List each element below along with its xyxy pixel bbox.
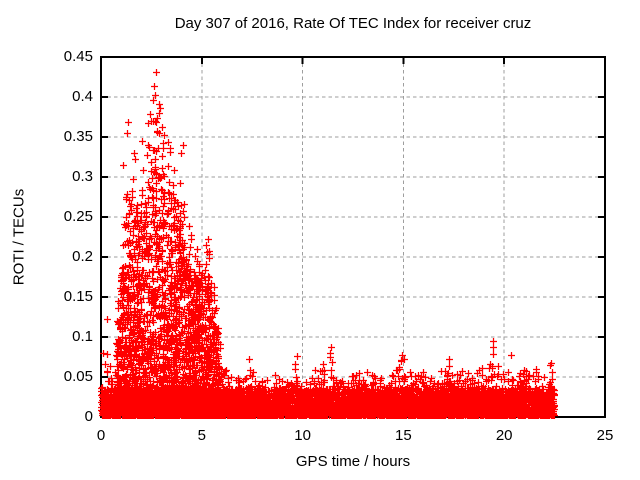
- y-tick-label: 0.3: [72, 168, 93, 185]
- chart-title: Day 307 of 2016, Rate Of TEC Index for r…: [174, 15, 532, 32]
- y-tick-label: 0.35: [63, 128, 93, 145]
- x-tick-label: 20: [495, 427, 513, 444]
- y-tick-label: 0.15: [63, 288, 93, 305]
- y-tick-label: 0.2: [72, 248, 93, 265]
- y-tick-label: 0.4: [72, 88, 93, 105]
- y-tick-label: 0.45: [63, 48, 93, 65]
- x-tick-label: 15: [395, 427, 412, 444]
- y-tick-label: 0.25: [63, 208, 93, 225]
- y-tick-label: 0.05: [63, 368, 93, 385]
- x-axis-title: GPS time / hours: [295, 453, 411, 470]
- x-tick-label: 25: [596, 427, 614, 444]
- y-tick-label: 0: [84, 408, 93, 425]
- y-tick-label: 0.1: [72, 328, 93, 345]
- x-tick-label: 10: [294, 427, 311, 444]
- x-tick-label: 5: [197, 427, 206, 444]
- data-points: [98, 69, 558, 419]
- plot-border: [100, 56, 606, 418]
- x-tick-label: 0: [96, 427, 106, 444]
